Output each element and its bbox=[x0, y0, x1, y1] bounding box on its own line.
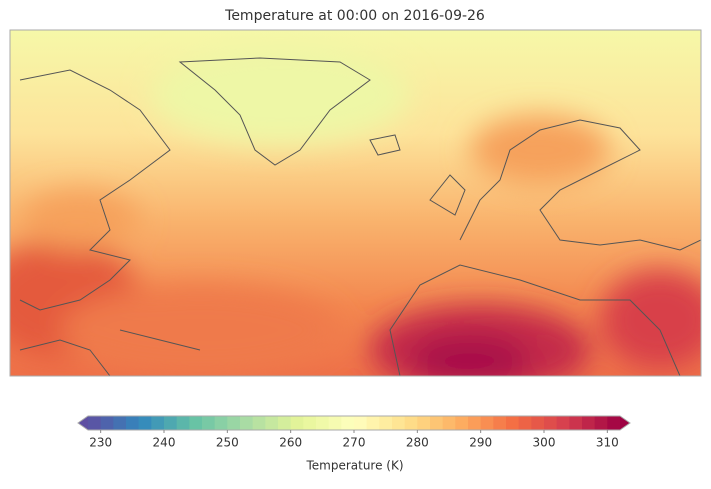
colorbar-segment bbox=[404, 416, 418, 430]
colorbar-label: Temperature (K) bbox=[305, 459, 403, 473]
colorbar: 230 240 250 260 270 280 290 300 310 bbox=[77, 415, 631, 450]
colorbar-tick-label: 260 bbox=[279, 436, 302, 450]
colorbar-segment bbox=[214, 416, 228, 430]
colorbar-tick-label: 290 bbox=[469, 436, 492, 450]
map-frame bbox=[9, 29, 702, 377]
colorbar-tick-label: 250 bbox=[216, 436, 239, 450]
colorbar-segment bbox=[202, 416, 216, 430]
colorbar-extend bbox=[620, 416, 630, 430]
colorbar-segment bbox=[328, 416, 342, 430]
colorbar-tick-label: 230 bbox=[89, 436, 112, 450]
colorbar-segment bbox=[480, 416, 494, 430]
colorbar-segment bbox=[607, 416, 621, 430]
colorbar-outline bbox=[77, 415, 631, 431]
colorbar-extend bbox=[78, 416, 88, 430]
colorbar-segment bbox=[189, 416, 203, 430]
colorbar-segment bbox=[100, 416, 114, 430]
chart-title: Temperature at 00:00 on 2016-09-26 bbox=[224, 8, 485, 24]
colorbar-segment bbox=[341, 416, 355, 430]
colorbar-segment bbox=[582, 416, 596, 430]
colorbar-tick-label: 270 bbox=[343, 436, 366, 450]
colorbar-segment bbox=[113, 416, 127, 430]
colorbar-tick-label: 280 bbox=[406, 436, 429, 450]
colorbar-segment bbox=[569, 416, 583, 430]
colorbar-segment bbox=[265, 416, 279, 430]
colorbar-segment bbox=[164, 416, 178, 430]
colorbar-segment bbox=[531, 416, 545, 430]
colorbar-segment bbox=[493, 416, 507, 430]
colorbar-segment bbox=[468, 416, 482, 430]
colorbar-segment bbox=[392, 416, 406, 430]
colorbar-segment bbox=[594, 416, 608, 430]
colorbar-segment bbox=[240, 416, 254, 430]
colorbar-segment bbox=[354, 416, 368, 430]
colorbar-segment bbox=[88, 416, 102, 430]
colorbar-tick-label: 300 bbox=[533, 436, 556, 450]
colorbar-segment bbox=[506, 416, 520, 430]
colorbar-segment bbox=[544, 416, 558, 430]
colorbar-segment bbox=[316, 416, 330, 430]
map bbox=[10, 30, 701, 376]
colorbar-tick-label: 310 bbox=[596, 436, 619, 450]
colorbar-segment bbox=[138, 416, 152, 430]
colorbar-segment bbox=[556, 416, 570, 430]
colorbar-segment bbox=[151, 416, 165, 430]
colorbar-segment bbox=[278, 416, 292, 430]
colorbar-segment bbox=[252, 416, 266, 430]
colorbar-segment bbox=[290, 416, 304, 430]
colorbar-segment bbox=[126, 416, 140, 430]
colorbar-segment bbox=[176, 416, 190, 430]
colorbar-segment bbox=[303, 416, 317, 430]
colorbar-segment bbox=[417, 416, 431, 430]
colorbar-tick-label: 240 bbox=[153, 436, 176, 450]
colorbar-segment bbox=[227, 416, 241, 430]
colorbar-segment bbox=[518, 416, 532, 430]
colorbar-segment bbox=[366, 416, 380, 430]
colorbar-segment bbox=[455, 416, 469, 430]
colorbar-segment bbox=[379, 416, 393, 430]
colorbar-segment bbox=[442, 416, 456, 430]
colorbar-segment bbox=[430, 416, 444, 430]
